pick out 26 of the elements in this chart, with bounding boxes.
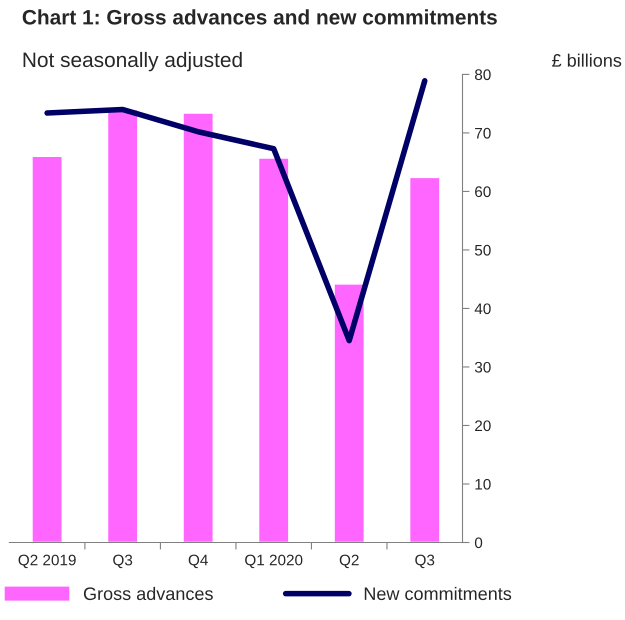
y-axis-title: £ billions — [552, 54, 622, 67]
legend-label: New commitments — [364, 586, 512, 600]
bar — [333, 283, 366, 542]
y-tick-label: 80 — [474, 69, 491, 80]
y-tick-label: 30 — [474, 362, 491, 373]
y-tick-label: 40 — [474, 303, 491, 314]
y-tick-label: 0 — [474, 537, 482, 548]
bar — [408, 176, 441, 542]
y-tick-label: 10 — [475, 478, 491, 490]
y-tick-label: 60 — [475, 186, 491, 198]
x-tick-label: Q3 — [113, 554, 132, 568]
y-tick-label: 50 — [474, 244, 491, 256]
y-tick-label: 20 — [475, 420, 491, 432]
chart-title: Chart 1: Gross advances and new commitments — [22, 9, 497, 25]
x-tick-label: Q1 2020 — [245, 554, 302, 568]
chart-subtitle: Not seasonally adjusted — [24, 52, 242, 72]
y-tick-label: 70 — [475, 128, 491, 139]
x-tick-label: Q2 2019 — [18, 554, 76, 568]
bar — [31, 156, 63, 542]
bar — [258, 157, 290, 542]
x-tick-label: Q3 — [415, 554, 434, 568]
legend-label: Gross advances — [84, 586, 213, 600]
bar — [106, 108, 138, 542]
bar — [182, 112, 214, 542]
x-tick-label: Q2 — [340, 554, 359, 568]
x-tick-label: Q4 — [188, 554, 208, 568]
